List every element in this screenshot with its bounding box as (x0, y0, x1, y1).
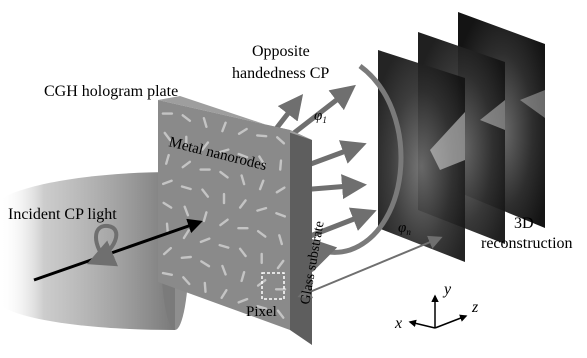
nanorod (256, 229, 267, 238)
nanorod (237, 127, 248, 136)
label-reconstruction: reconstruction (481, 235, 573, 252)
nanorod (161, 179, 173, 186)
nanorod (275, 186, 286, 194)
nanorod (238, 247, 247, 258)
nanorod (203, 281, 207, 293)
nanorod (276, 136, 286, 145)
label-opposite-line2: handedness CP (232, 65, 329, 82)
nanorod (202, 116, 208, 129)
nanorod (202, 211, 208, 223)
nanorod (201, 141, 210, 151)
nanorod (163, 131, 172, 142)
reconstruction-screens (378, 12, 545, 262)
nanorod (164, 153, 170, 165)
distance-arrow (297, 235, 443, 299)
nanorod (218, 243, 230, 249)
label-phi-n: φn (398, 220, 411, 237)
nanorod (278, 234, 283, 246)
nanorod (180, 185, 192, 191)
nanorod (221, 264, 227, 276)
nanorod (218, 148, 230, 154)
nanorod (219, 218, 229, 227)
pixel-box (261, 272, 285, 300)
nanorod (237, 152, 249, 159)
axis-y-label: y (442, 281, 452, 298)
nanorod (165, 222, 170, 234)
nanorod (279, 159, 283, 171)
label-opposite-line1: Opposite (252, 43, 310, 60)
axis-z-label: z (471, 299, 479, 316)
nanorod (240, 271, 246, 283)
nanorod (256, 134, 268, 138)
nanorod (200, 260, 211, 268)
nanorod (180, 255, 193, 259)
nanorod (201, 188, 210, 198)
nanorod (199, 237, 211, 244)
coordinate-axes (408, 294, 468, 329)
nanorod (238, 199, 247, 209)
nanorod (161, 271, 174, 276)
plate-side-glass (290, 130, 312, 345)
nanorod (182, 276, 191, 286)
nanorod (181, 114, 192, 123)
incident-cp-swirl (86, 223, 119, 267)
axis-x-label: x (394, 315, 402, 332)
label-phi-1: φ1 (314, 108, 327, 125)
nanorod (258, 155, 266, 166)
nanorod (276, 259, 285, 270)
nanorod (162, 246, 173, 256)
screen-front (378, 50, 465, 262)
nanorod (276, 309, 285, 319)
nanorod (181, 160, 192, 169)
nanorod (162, 201, 173, 209)
plate-top-edge (158, 96, 312, 140)
label-cgh-plate: CGH hologram plate (44, 83, 178, 100)
nanorod (258, 179, 265, 191)
nanorod (256, 305, 268, 310)
label-3d: 3D (514, 215, 534, 232)
nanorod (220, 289, 228, 300)
nanorod (237, 297, 249, 304)
label-incident-light: Incident CP light (8, 206, 117, 223)
nanorod (219, 170, 229, 179)
nanorod (275, 211, 286, 218)
metal-nanorods (161, 112, 287, 319)
nanorod (183, 205, 190, 217)
nanorod (240, 174, 246, 186)
nanorod (256, 206, 268, 212)
plate-face (158, 100, 290, 330)
nanorod (221, 121, 227, 133)
label-pixel: Pixel (246, 304, 277, 320)
